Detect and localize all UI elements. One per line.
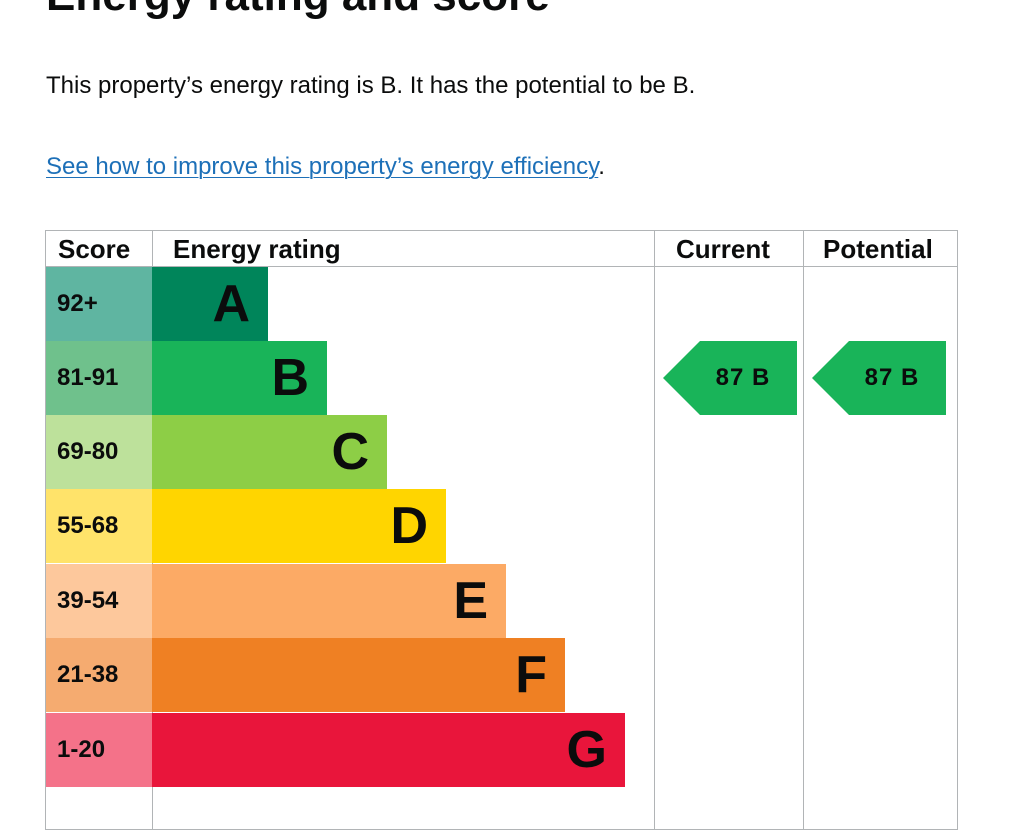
band-score-f: 21-38 — [46, 638, 152, 712]
band-letter-e: E — [453, 572, 488, 630]
potential-rating-arrow: 87 B — [812, 341, 946, 415]
band-bar-d: D — [152, 489, 446, 563]
band-bar-f: F — [152, 638, 565, 712]
energy-rating-column-header: Energy rating — [173, 234, 341, 264]
improve-efficiency-link[interactable]: See how to improve this property’s energ… — [46, 153, 599, 180]
current-column-divider — [803, 230, 804, 830]
current-rating-value: 87 B — [715, 364, 771, 391]
band-letter-b: B — [271, 349, 309, 407]
current-rating-arrow-shape — [663, 341, 797, 415]
band-letter-c: C — [331, 423, 369, 481]
band-bar-b: B — [152, 341, 327, 415]
score-column-header: Score — [58, 234, 131, 264]
band-bar-e: E — [152, 564, 506, 638]
band-letter-f: F — [515, 646, 547, 704]
band-bar-c: C — [152, 415, 387, 489]
band-letter-d: D — [390, 497, 428, 555]
rating-column-divider — [654, 230, 655, 830]
energy-rating-summary: This property’s energy rating is B. It h… — [46, 72, 696, 99]
band-bar-g: G — [152, 713, 625, 787]
potential-rating-value: 87 B — [864, 364, 920, 391]
current-rating-arrow: 87 B — [663, 341, 797, 415]
band-score-g: 1-20 — [46, 713, 152, 787]
band-score-b: 81-91 — [46, 341, 152, 415]
current-column-header: Current — [676, 234, 770, 264]
header-divider — [45, 266, 958, 267]
potential-column-header: Potential — [823, 234, 933, 264]
potential-rating-arrow-shape — [812, 341, 946, 415]
band-score-d: 55-68 — [46, 489, 152, 563]
page-title: Energy rating and score — [46, 0, 550, 20]
band-letter-a: A — [212, 275, 250, 333]
band-score-e: 39-54 — [46, 564, 152, 638]
energy-rating-chart: Score Energy rating Current Potential 92… — [45, 230, 960, 830]
band-score-a: 92+ — [46, 267, 152, 341]
band-bar-a: A — [152, 267, 268, 341]
band-letter-g: G — [566, 721, 607, 779]
improve-paragraph: See how to improve this property’s energ… — [46, 151, 605, 183]
improve-link-suffix: . — [598, 153, 605, 180]
band-score-c: 69-80 — [46, 415, 152, 489]
